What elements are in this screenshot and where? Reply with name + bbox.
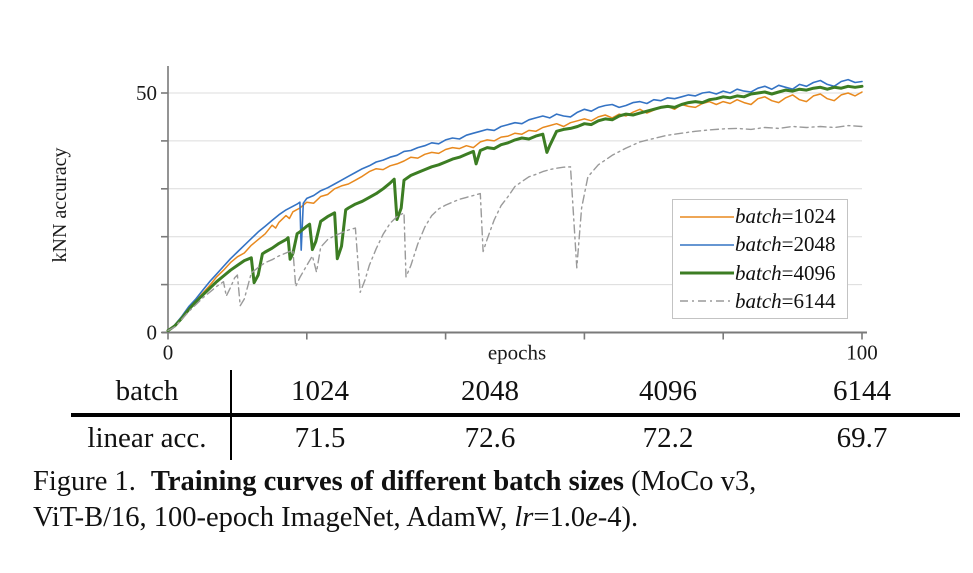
legend-label-batch-6144: batch=6144 <box>735 288 836 313</box>
training-curves-chart: 0 50 0 100 epochs kNN accuracy <box>49 66 878 365</box>
y-axis-title: kNN accuracy <box>49 148 71 263</box>
legend-label-batch-1024: batch=1024 <box>735 204 836 229</box>
x-tick-label-0: 0 <box>163 341 174 365</box>
caption-figure-number: Figure 1. <box>33 466 136 497</box>
legend-item-batch-2048: batch=2048 <box>679 231 847 258</box>
table-val-1024: 71.5 <box>294 422 346 454</box>
legend-line-batch-2048 <box>680 244 734 246</box>
curve-batch-2048 <box>167 78 863 332</box>
table-col-1024: 1024 <box>291 375 349 407</box>
legend-line-batch-6144 <box>680 300 734 303</box>
x-tick-label-100: 100 <box>846 341 878 365</box>
table-header-label: batch <box>64 370 232 413</box>
table-val-6144: 69.7 <box>836 422 888 454</box>
y-tick-label-50: 50 <box>136 81 157 105</box>
results-table: batch 1024 2048 4096 6144 linear acc. 71… <box>64 370 960 460</box>
caption-title: Training curves of different batch sizes <box>150 466 625 497</box>
table-row-label: linear acc. <box>64 417 232 460</box>
table-rule <box>71 413 960 417</box>
legend-item-batch-4096: batch=4096 <box>679 260 847 287</box>
y-tick-label-0: 0 <box>147 321 158 345</box>
figure-caption: Figure 1. Training curves of different ba… <box>33 464 963 536</box>
table-col-6144: 6144 <box>833 375 891 407</box>
curve-batch-1024 <box>167 91 863 332</box>
legend-line-batch-1024 <box>680 215 734 218</box>
x-axis-title: epochs <box>488 341 546 365</box>
table-header-row: batch 1024 2048 4096 6144 <box>64 370 960 413</box>
legend-line-batch-4096 <box>680 271 734 275</box>
legend-item-batch-6144: batch=6144 <box>679 288 847 315</box>
table-col-4096: 4096 <box>639 375 697 407</box>
table-val-4096: 72.2 <box>642 422 694 454</box>
caption-suffix: (MoCo v3, <box>624 466 757 497</box>
table-col-2048: 2048 <box>461 375 519 407</box>
curve-batch-6144 <box>167 124 863 332</box>
chart-legend: batch=1024 batch=2048 batch=4096 batch=6144 <box>672 199 848 319</box>
table-val-2048: 72.6 <box>464 422 516 454</box>
table-value-row: linear acc. 71.5 72.6 72.2 69.7 <box>64 417 960 460</box>
legend-label-batch-4096: batch=4096 <box>735 260 836 285</box>
caption-line-2: ViT-B/16, 100-epoch ImageNet, AdamW, lr=… <box>33 502 639 533</box>
legend-label-batch-2048: batch=2048 <box>735 232 836 257</box>
caption-line-1: Figure 1. Training curves of different ba… <box>33 464 963 500</box>
legend-item-batch-1024: batch=1024 <box>679 203 847 230</box>
curve-batch-4096 <box>166 84 864 333</box>
